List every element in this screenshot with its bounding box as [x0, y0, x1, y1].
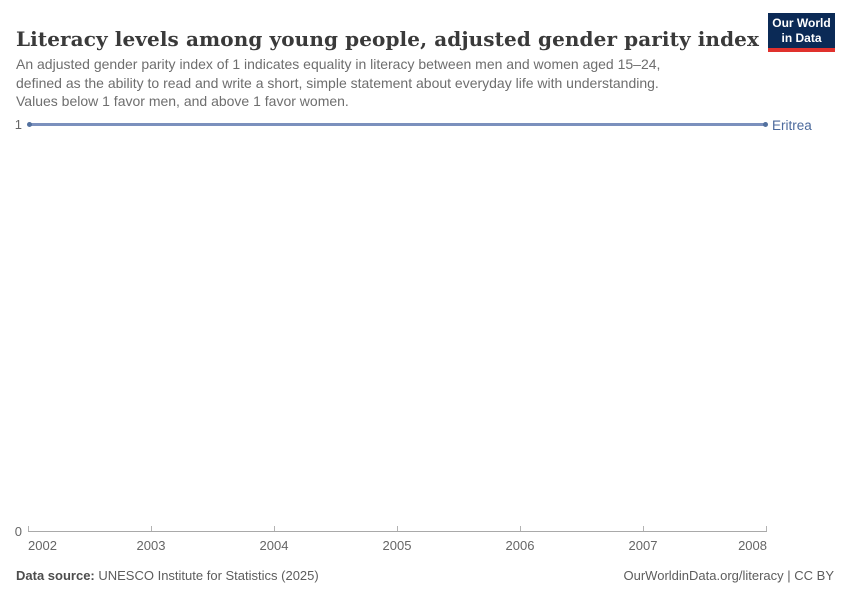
- data-source-note: Data source: UNESCO Institute for Statis…: [16, 568, 319, 583]
- x-axis-tick: [520, 526, 521, 531]
- owid-logo-line2: in Data: [781, 30, 822, 45]
- y-axis-tick-label-1: 1: [14, 117, 22, 132]
- x-axis-tick-label: 2002: [28, 538, 57, 553]
- chart-footer: Data source: UNESCO Institute for Statis…: [16, 568, 834, 583]
- data-point-end[interactable]: [763, 122, 768, 127]
- data-source-label: Data source:: [16, 568, 95, 583]
- subtitle-line: defined as the ability to read and write…: [16, 74, 659, 91]
- data-source-value: UNESCO Institute for Statistics (2025): [94, 568, 319, 583]
- owid-credit-link[interactable]: OurWorldinData.org/literacy | CC BY: [623, 568, 834, 583]
- x-axis-tick-label: 2005: [382, 538, 412, 553]
- x-axis-tick-label: 2003: [136, 538, 166, 553]
- owid-logo-line1: Our World: [772, 16, 831, 30]
- x-axis-tick: [274, 526, 275, 531]
- series-label-eritrea[interactable]: Eritrea: [772, 118, 812, 133]
- y-axis-tick-label-0: 0: [14, 524, 22, 539]
- x-axis-tick-label: 2008: [738, 538, 767, 553]
- page-title: Literacy levels among young people, adju…: [16, 27, 760, 52]
- subtitle-line: Values below 1 favor men, and above 1 fa…: [16, 93, 349, 109]
- x-axis-tick: [643, 526, 644, 531]
- x-axis-tick-label: 2007: [628, 538, 658, 553]
- data-point-start[interactable]: [27, 122, 32, 127]
- x-axis-tick: [28, 526, 29, 531]
- x-axis-tick-label: 2004: [259, 538, 289, 553]
- owid-logo[interactable]: Our World in Data: [768, 13, 835, 52]
- x-axis-tick: [397, 526, 398, 531]
- x-axis-line: [28, 531, 767, 532]
- chart-subtitle: An adjusted gender parity index of 1 ind…: [16, 55, 660, 111]
- x-axis-tick: [766, 526, 767, 531]
- eritrea-series-line[interactable]: [28, 123, 766, 126]
- x-axis-tick-label: 2006: [505, 538, 535, 553]
- subtitle-line: An adjusted gender parity index of 1 ind…: [16, 56, 661, 72]
- x-axis-tick: [151, 526, 152, 531]
